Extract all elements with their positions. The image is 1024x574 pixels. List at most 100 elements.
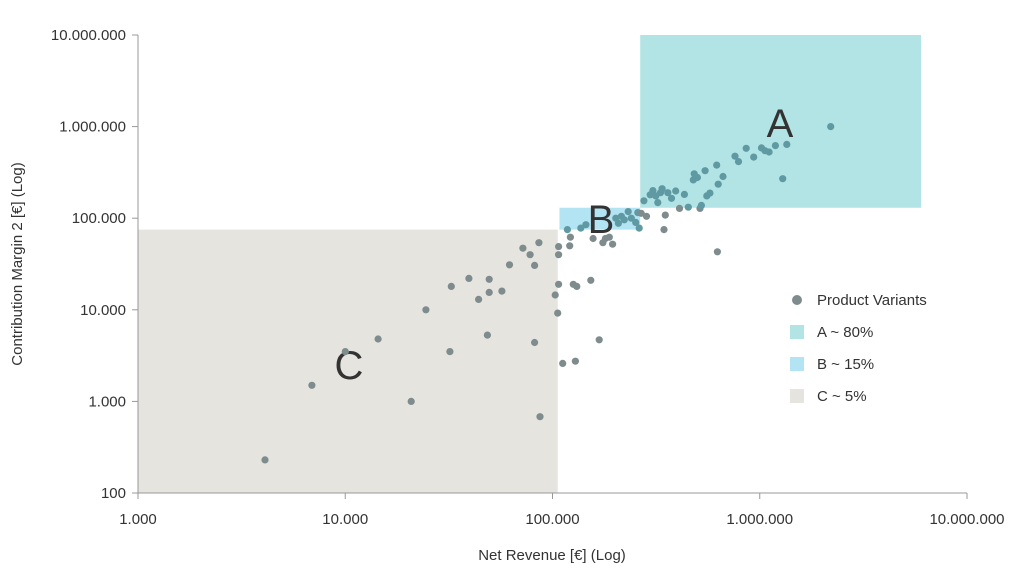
- data-point: [589, 234, 597, 243]
- data-point: [577, 224, 585, 232]
- data-point: [447, 282, 455, 290]
- y-tick-label: 10.000: [80, 302, 126, 319]
- data-point: [308, 381, 316, 389]
- x-tick-label: 10.000: [322, 511, 368, 528]
- data-point: [750, 153, 758, 161]
- data-point: [632, 218, 640, 226]
- data-point: [587, 276, 595, 284]
- data-point: [555, 243, 563, 251]
- data-point: [422, 306, 430, 314]
- legend-swatch-c-icon: [790, 389, 804, 403]
- zone-c-label: C: [335, 344, 364, 388]
- data-point: [595, 336, 603, 344]
- data-point: [446, 348, 454, 356]
- data-point: [664, 189, 672, 197]
- data-point: [531, 338, 539, 347]
- y-axis-title: Contribution Margin 2 [€] (Log): [9, 162, 26, 365]
- legend-item-c: C ~ 5%: [790, 380, 927, 412]
- data-point: [614, 219, 623, 227]
- data-point: [341, 348, 349, 356]
- data-point: [635, 224, 643, 232]
- data-point: [535, 239, 543, 247]
- data-point: [407, 397, 415, 405]
- y-ticks: 100 1.000 10.000 100.000 1.000.000 10.000.000: [51, 27, 138, 502]
- legend-dot-icon: [792, 295, 802, 305]
- data-point: [661, 211, 669, 219]
- x-tick-label: 10.000.000: [929, 511, 1004, 528]
- data-point: [531, 261, 539, 269]
- data-point: [505, 261, 514, 269]
- data-point: [536, 413, 544, 421]
- data-point: [779, 175, 787, 183]
- data-point: [261, 456, 269, 464]
- data-point: [551, 291, 559, 299]
- data-point: [519, 244, 527, 252]
- data-point: [827, 123, 835, 131]
- data-point: [559, 359, 567, 367]
- data-point: [554, 309, 562, 317]
- data-point: [680, 190, 689, 198]
- data-point: [555, 251, 563, 259]
- data-point: [566, 233, 575, 241]
- y-tick-label: 100: [101, 485, 126, 502]
- legend-item-a: A ~ 80%: [790, 316, 927, 348]
- y-tick-label: 1.000: [88, 393, 126, 410]
- chart-legend: Product Variants A ~ 80% B ~ 15% C ~ 5%: [790, 284, 927, 412]
- data-point: [734, 158, 743, 166]
- x-ticks: 1.000 10.000 100.000 1.000.000 10.000.000: [119, 493, 1005, 528]
- data-point: [605, 233, 613, 241]
- legend-label-b: B ~ 15%: [817, 355, 875, 373]
- data-point: [693, 173, 702, 182]
- data-point: [697, 201, 706, 209]
- data-point: [765, 148, 773, 156]
- data-point: [660, 226, 668, 234]
- legend-label-product-variants: Product Variants: [817, 291, 927, 309]
- data-point: [555, 280, 563, 288]
- data-point: [701, 167, 709, 175]
- data-point: [654, 199, 662, 207]
- data-point: [526, 251, 534, 259]
- data-point: [624, 208, 632, 216]
- data-point: [498, 287, 506, 295]
- legend-item-product-variants: Product Variants: [790, 284, 927, 316]
- legend-label-c: C ~ 5%: [817, 387, 867, 405]
- data-point: [640, 197, 648, 205]
- data-point: [771, 142, 780, 150]
- data-point: [642, 212, 651, 220]
- y-tick-label: 10.000.000: [51, 27, 126, 44]
- data-point: [475, 295, 483, 303]
- data-point: [485, 288, 493, 296]
- data-point: [620, 216, 628, 224]
- x-tick-label: 1.000: [119, 511, 157, 528]
- data-point: [719, 172, 727, 181]
- data-point: [713, 161, 721, 169]
- data-point: [582, 221, 590, 229]
- data-point: [566, 242, 574, 250]
- x-tick-label: 100.000: [525, 511, 579, 528]
- data-point-layer: [261, 123, 835, 464]
- x-tick-label: 1.000.000: [726, 511, 793, 528]
- data-point: [675, 204, 684, 212]
- data-point: [374, 335, 382, 343]
- data-point: [609, 240, 617, 248]
- data-point: [783, 140, 791, 148]
- data-point: [649, 187, 657, 195]
- data-point: [667, 194, 676, 202]
- legend-label-a: A ~ 80%: [817, 323, 874, 341]
- zone-a-label: A: [767, 102, 794, 146]
- legend-swatch-a-icon: [790, 325, 804, 339]
- data-point: [714, 180, 722, 188]
- data-point: [684, 203, 692, 211]
- data-point: [483, 331, 491, 339]
- data-point: [485, 275, 493, 283]
- data-point: [706, 189, 714, 197]
- data-point: [637, 209, 645, 217]
- data-point: [563, 226, 572, 234]
- y-tick-label: 100.000: [72, 210, 126, 227]
- data-point: [658, 185, 666, 193]
- data-point: [731, 152, 739, 160]
- data-point: [465, 274, 473, 282]
- x-axis-title: Net Revenue [€] (Log): [478, 547, 626, 564]
- zone-c-area: [138, 229, 558, 493]
